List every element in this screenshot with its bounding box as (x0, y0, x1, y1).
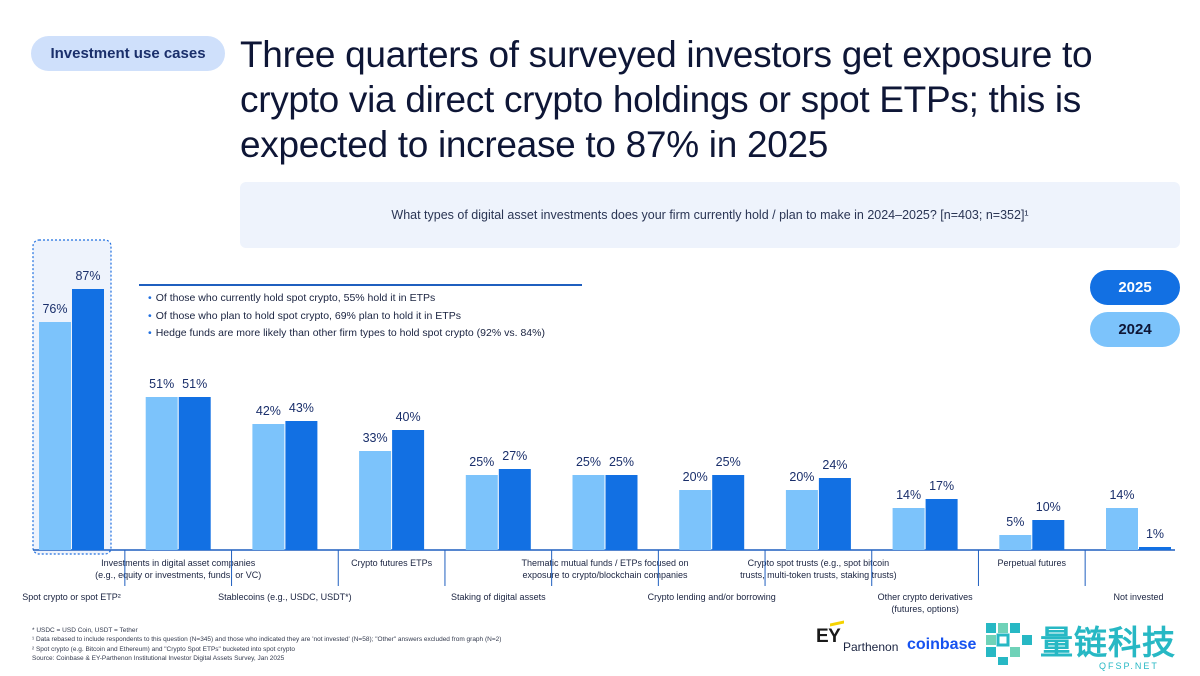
data-label: 40% (396, 410, 421, 424)
note-item: Of those who currently hold spot crypto,… (148, 290, 545, 308)
bar-2024 (785, 490, 818, 550)
bar-2024 (999, 535, 1032, 550)
data-label: 33% (363, 431, 388, 445)
bar-2025 (1032, 520, 1065, 550)
bar-chart: 76% 87% Spot crypto or spot ETP² 51% 51% Inve… (22, 239, 1175, 614)
category-label: Stablecoins (e.g., USDC, USDT*) (218, 592, 352, 602)
bar-2024 (679, 490, 712, 550)
bar-2025 (392, 430, 425, 550)
key-notes: Of those who currently hold spot crypto,… (148, 290, 545, 343)
coinbase-logo: coinbase (907, 636, 977, 653)
bar-2024 (465, 475, 498, 550)
category-label: (e.g., equity or investments, funds, or … (95, 570, 261, 580)
bar-2024 (892, 508, 925, 550)
bar-2025 (605, 475, 638, 550)
category-label: Other crypto derivatives (878, 592, 974, 602)
category-label: Investments in digital asset companies (101, 558, 256, 568)
category-label: Crypto spot trusts (e.g., spot bitcoin (748, 558, 890, 568)
bar-2024 (39, 322, 71, 550)
data-label: 1% (1146, 527, 1164, 541)
bar-2025 (72, 289, 104, 550)
survey-question: What types of digital asset investments … (240, 182, 1180, 248)
footnote: * USDC = USD Coin, USDT = Tether (32, 627, 138, 634)
note-item: Hedge funds are more likely than other f… (148, 325, 545, 343)
data-label: 14% (896, 488, 921, 502)
data-label: 51% (182, 377, 207, 391)
category-label: Crypto lending and/or borrowing (648, 592, 776, 602)
qfsp-logo-text: 量链科技 (1040, 624, 1176, 661)
category-label: trusts, multi-token trusts, staking trus… (740, 570, 897, 580)
legend-2024: 2024 (1090, 312, 1180, 347)
bar-2025 (818, 478, 851, 550)
ey-logo: EY (816, 620, 844, 648)
footnote: ¹ Data rebased to include respondents to… (32, 636, 502, 644)
bar-2025 (285, 421, 318, 550)
category-label: Thematic mutual funds / ETPs focused on (521, 558, 688, 568)
qfsp-logo-subtext: QFSP.NET (1099, 661, 1159, 671)
data-label: 10% (1036, 500, 1061, 514)
data-label: 43% (289, 401, 314, 415)
bar-2025 (178, 397, 211, 550)
bar-2024 (572, 475, 605, 550)
data-label: 17% (929, 479, 954, 493)
footnote: ² Spot crypto (e.g. Bitcoin and Ethereum… (32, 645, 295, 653)
data-label: 25% (576, 455, 601, 469)
bar-2024 (252, 424, 285, 550)
data-label: 87% (75, 269, 100, 283)
bar-2025 (925, 499, 958, 550)
bar-2024 (1106, 508, 1138, 550)
category-label: exposure to crypto/blockchain companies (522, 570, 688, 580)
bar-2025 (498, 469, 531, 550)
data-label: 76% (42, 302, 67, 316)
data-label: 42% (256, 404, 281, 418)
notes-divider (139, 284, 582, 286)
category-label: Crypto futures ETPs (351, 558, 433, 568)
data-label: 24% (822, 458, 847, 472)
data-label: 20% (683, 470, 708, 484)
bar-2024 (145, 397, 178, 550)
qfsp-logo-icon (986, 623, 1032, 665)
data-label: 51% (149, 377, 174, 391)
data-label: 20% (789, 470, 814, 484)
data-label: 25% (469, 455, 494, 469)
category-label: (futures, options) (891, 604, 959, 614)
parthenon-logo: Parthenon (843, 640, 899, 654)
data-label: 25% (716, 455, 741, 469)
note-item: Of those who plan to hold spot crypto, 6… (148, 308, 545, 326)
data-label: 14% (1109, 488, 1134, 502)
data-label: 27% (502, 449, 527, 463)
footnote-source: Source: Coinbase & EY-Parthenon Institut… (32, 654, 285, 662)
bar-2025 (1139, 547, 1171, 550)
bar-2025 (712, 475, 745, 550)
page-title: Three quarters of surveyed investors get… (240, 34, 1093, 165)
category-label: Staking of digital assets (451, 592, 546, 602)
data-label: 25% (609, 455, 634, 469)
category-label: Not invested (1113, 592, 1163, 602)
category-label: Spot crypto or spot ETP² (22, 592, 121, 602)
tag-pill: Investment use cases (31, 36, 225, 71)
bar-2024 (359, 451, 392, 550)
legend-2025: 2025 (1090, 270, 1180, 305)
data-label: 5% (1006, 515, 1024, 529)
footnotes: * USDC = USD Coin, USDT = Tether ¹ Data … (32, 626, 501, 663)
category-label: Perpetual futures (998, 558, 1067, 568)
